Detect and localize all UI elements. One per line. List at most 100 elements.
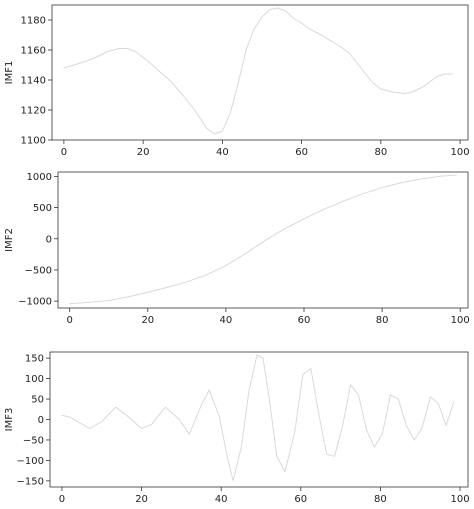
y-tick-label: −1000	[18, 297, 52, 308]
chart-panel-2: 0 20 40 60 80 100 −1000 −500 0 500 1000 IMF2	[4, 171, 470, 326]
data-point	[219, 416, 220, 417]
data-point	[248, 390, 249, 391]
y-axis-label: IMF1	[4, 61, 15, 85]
data-point	[362, 193, 363, 194]
data-point	[230, 112, 231, 113]
data-point	[79, 422, 80, 423]
data-point	[293, 18, 294, 19]
x-tick-label: 60	[295, 147, 308, 158]
data-point	[398, 398, 399, 399]
y-axis-label: IMF3	[4, 408, 15, 432]
data-point	[89, 302, 90, 303]
data-point	[382, 187, 383, 188]
data-point	[108, 300, 109, 301]
x-tick-label: 20	[135, 494, 148, 505]
y-tick-label: 150	[25, 354, 44, 365]
data-point	[89, 428, 90, 429]
data-point	[69, 303, 70, 304]
data-point	[269, 9, 270, 10]
data-point	[424, 85, 425, 86]
data-point	[430, 396, 431, 397]
data-point	[225, 265, 226, 266]
data-point	[318, 413, 319, 414]
data-point	[101, 421, 102, 422]
x-tick-label: 20	[141, 315, 154, 326]
data-point	[285, 10, 286, 11]
data-point	[201, 405, 202, 406]
data-point	[382, 433, 383, 434]
data-point	[302, 374, 303, 375]
data-point	[167, 287, 168, 288]
y-tick-label: 1140	[21, 76, 46, 87]
data-point	[406, 425, 407, 426]
x-tick-label: 100	[450, 494, 469, 505]
y-tick-label: −100	[17, 456, 44, 467]
chart-panel-1: 0 20 40 60 80 100 1100 1120 1140 1160 1180 IMF1	[4, 4, 470, 158]
data-point	[392, 91, 393, 92]
data-point	[209, 389, 210, 390]
data-point	[264, 240, 265, 241]
data-point	[69, 416, 70, 417]
data-point	[310, 368, 311, 369]
data-point	[422, 427, 423, 428]
data-point	[360, 67, 361, 68]
data-point	[372, 82, 373, 83]
x-tick-label: 80	[374, 494, 387, 505]
y-tick-label: 1180	[21, 16, 46, 27]
y-tick-label: −150	[17, 476, 44, 487]
data-point	[63, 67, 64, 68]
x-tick-label: 80	[374, 147, 387, 158]
data-point	[341, 46, 342, 47]
data-point	[107, 51, 108, 52]
data-point	[301, 22, 302, 23]
plot-frame	[49, 351, 469, 488]
data-point	[238, 82, 239, 83]
y-tick-label: 1000	[27, 172, 52, 183]
data-point	[374, 447, 375, 448]
data-point	[256, 354, 257, 355]
data-point	[380, 88, 381, 89]
data-point	[206, 127, 207, 128]
data-point	[334, 456, 335, 457]
data-point	[119, 48, 120, 49]
data-point	[222, 130, 223, 131]
data-point	[241, 448, 242, 449]
y-tick-label: 1120	[21, 106, 46, 117]
data-point	[414, 439, 415, 440]
data-point	[349, 52, 350, 53]
data-point	[326, 454, 327, 455]
data-point	[440, 176, 441, 177]
data-point	[284, 228, 285, 229]
data-point	[436, 76, 437, 77]
x-tick-label: 100	[451, 315, 470, 326]
y-tick-label: 500	[33, 203, 52, 214]
data-point	[262, 358, 263, 359]
data-point	[147, 60, 148, 61]
data-point	[147, 292, 148, 293]
x-tick-label: 40	[216, 147, 229, 158]
data-point	[294, 431, 295, 432]
data-point	[321, 34, 322, 35]
data-point	[179, 419, 180, 420]
data-point	[452, 73, 453, 74]
data-point	[189, 434, 190, 435]
data-point	[438, 403, 439, 404]
data-point	[358, 394, 359, 395]
series-line-3	[61, 354, 455, 482]
data-point	[227, 456, 228, 457]
data-point	[214, 133, 215, 134]
data-point	[268, 396, 269, 397]
data-point	[276, 456, 277, 457]
x-tick-label: 0	[67, 315, 73, 326]
data-point	[95, 57, 96, 58]
data-point	[128, 296, 129, 297]
y-tick-label: 1100	[21, 136, 46, 147]
data-point	[151, 424, 152, 425]
data-point	[83, 61, 84, 62]
data-point	[323, 209, 324, 210]
y-axis-label: IMF2	[4, 228, 15, 252]
x-tick-label: 80	[376, 315, 389, 326]
plot-frame	[57, 171, 469, 309]
data-point	[158, 70, 159, 71]
